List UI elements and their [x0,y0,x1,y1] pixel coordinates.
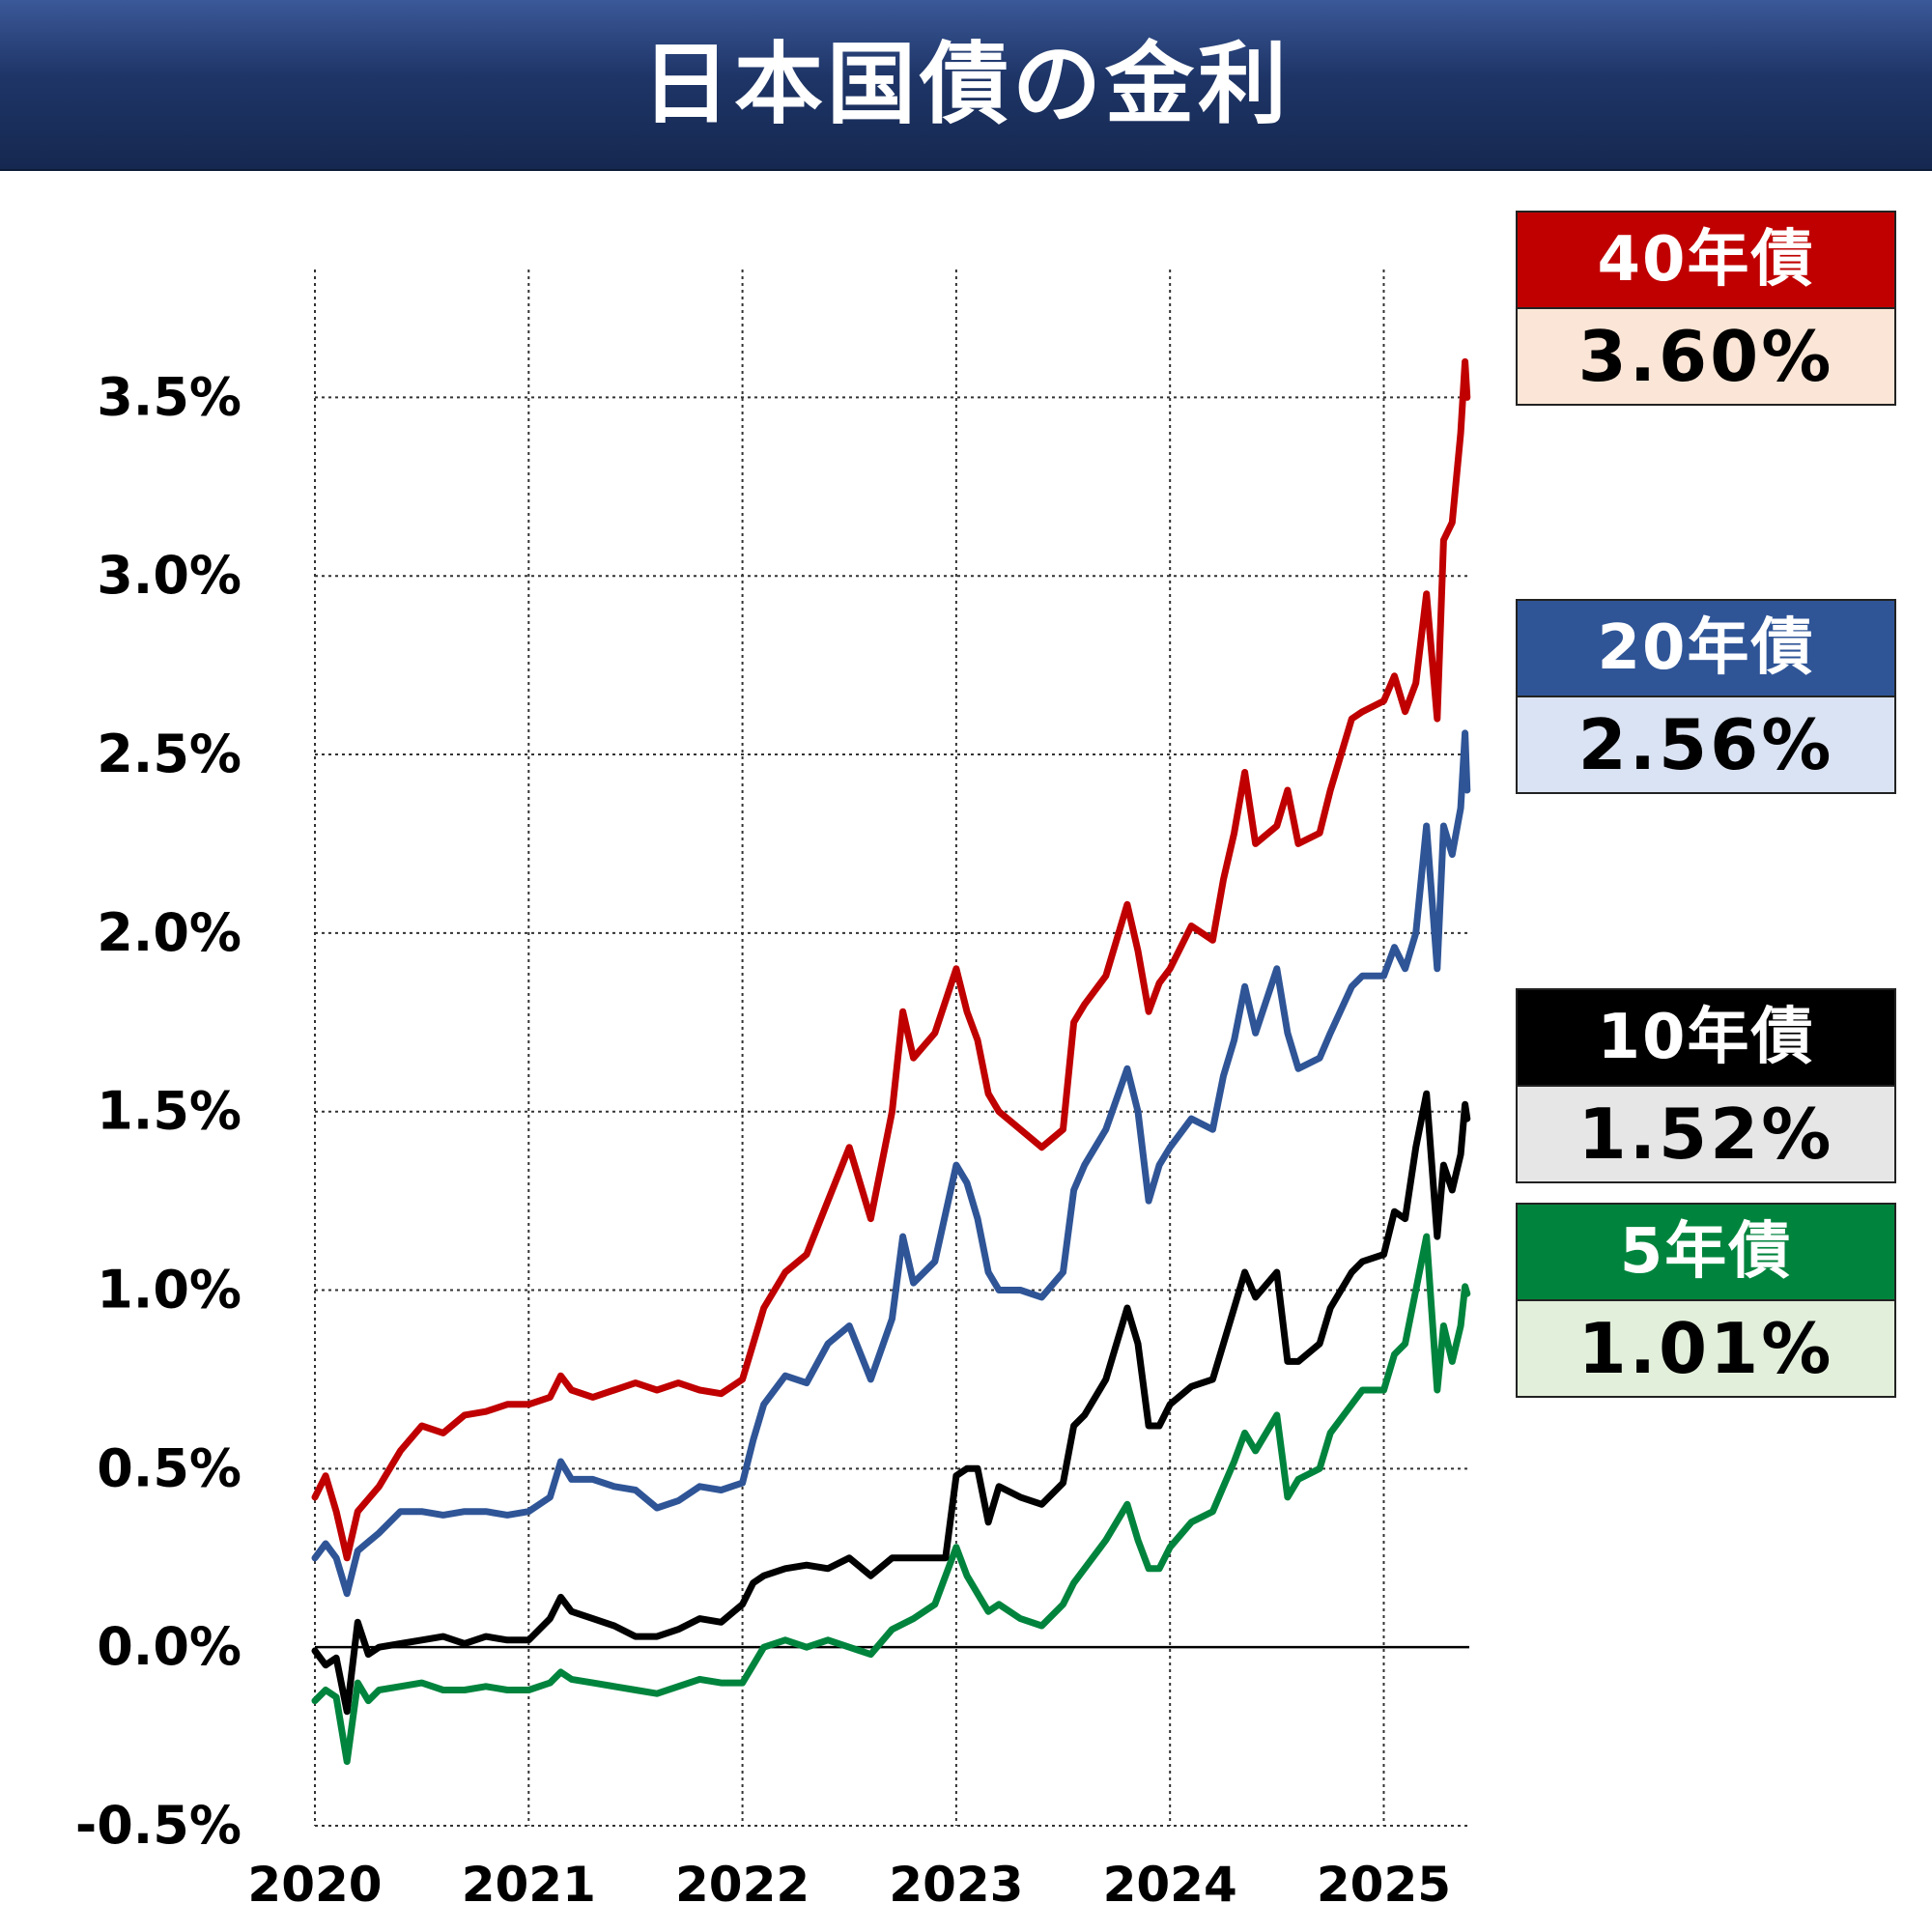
legend-5y: 5年債 1.01% [1516,1203,1896,1398]
y-tick-label: 2.5% [97,724,242,784]
y-tick-label: 3.5% [97,366,242,427]
series-line-10y [311,1090,1471,1716]
series-lines [311,357,1471,1765]
legend-10y: 10年債 1.52% [1516,988,1896,1183]
legend-20y: 20年債 2.56% [1516,599,1896,794]
series-line-40y [311,357,1471,1562]
legend-40y-value: 3.60% [1518,307,1894,404]
legend-5y-value: 1.01% [1518,1299,1894,1396]
legend-40y-label: 40年債 [1518,213,1894,307]
series-line-5y [311,1233,1471,1765]
y-tick-label: 1.5% [97,1081,242,1142]
x-tick-label: 2024 [1103,1857,1237,1913]
x-tick-label: 2025 [1317,1857,1451,1913]
y-tick-label: 0.5% [97,1437,242,1498]
series-line-20y [311,729,1471,1598]
x-tick-label: 2020 [247,1857,382,1913]
y-axis-labels: -0.5% 0.0% 0.5% 1.0% 1.5% 2.0% 2.5% 3.0% 3.5% [75,366,242,1856]
y-tick-label: 1.0% [97,1260,242,1321]
legend-10y-label: 10年債 [1518,990,1894,1085]
y-tick-label: -0.5% [75,1795,242,1856]
legend-20y-value: 2.56% [1518,696,1894,792]
title-bar [0,0,1932,171]
legend-40y: 40年債 3.60% [1516,211,1896,406]
legend-10y-value: 1.52% [1518,1085,1894,1181]
legend-5y-label: 5年債 [1518,1205,1894,1299]
y-tick-label: 3.0% [97,545,242,606]
x-tick-label: 2021 [462,1857,596,1913]
legend-20y-label: 20年債 [1518,601,1894,696]
x-tick-label: 2023 [889,1857,1023,1913]
x-axis-labels: 2020 2021 2022 2023 2024 2025 [247,1857,1451,1913]
y-tick-label: 2.0% [97,902,242,963]
x-tick-label: 2022 [675,1857,810,1913]
chart-title: 日本国債の金利 [640,33,1291,136]
grid [314,270,1469,1827]
y-tick-label: 0.0% [97,1616,242,1677]
